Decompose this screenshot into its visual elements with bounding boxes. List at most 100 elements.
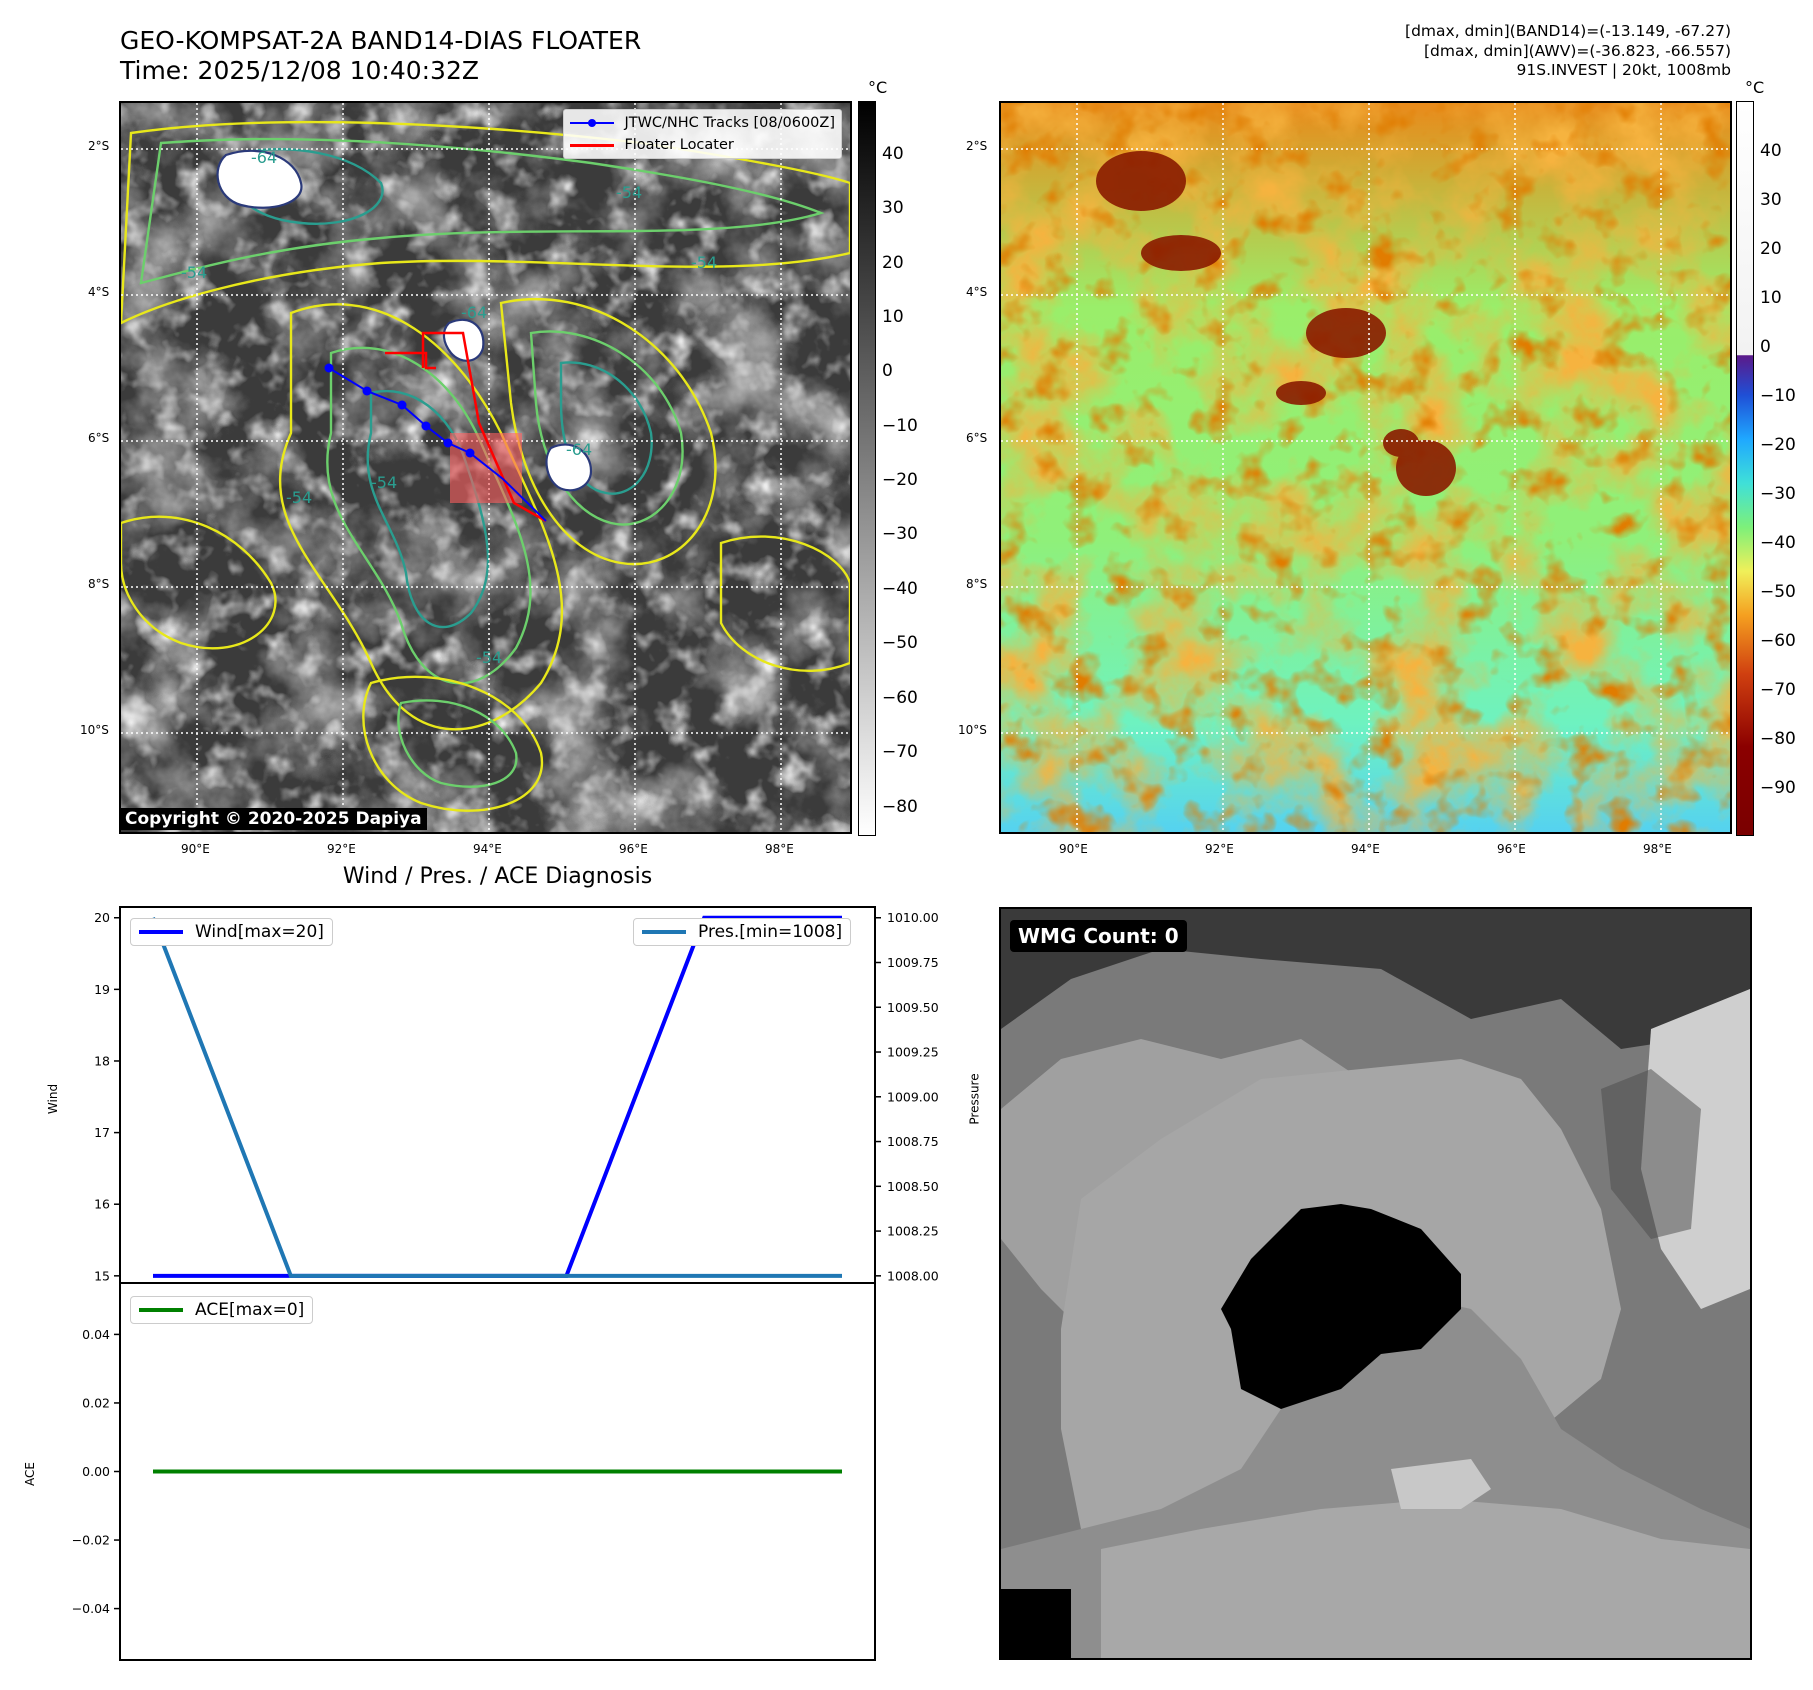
lat-tick: 10°S — [958, 723, 987, 737]
cb-tick: −20 — [1760, 435, 1796, 455]
cb-tick: 0 — [882, 361, 893, 381]
lon-tick: 96°E — [1497, 842, 1526, 856]
pressure-tick-label: 1009.25 — [887, 1045, 939, 1060]
wind-axis-ticks: 20 19 18 17 16 15 — [94, 910, 120, 1283]
contour-label: -54 — [616, 183, 642, 202]
ir-map-image: -54 -64 -54 -54 -54 -64 -54 -64 -54 — [121, 103, 850, 832]
lat-tick: 10°S — [80, 723, 109, 737]
ace-legend-swatch — [139, 1308, 183, 1312]
pressure-axis-label: Pressure — [967, 1073, 982, 1125]
wind-series-line — [153, 915, 842, 1278]
cb-tick: −40 — [882, 579, 918, 599]
cb-tick: 40 — [882, 144, 904, 164]
pressure-tick-label: 1009.50 — [887, 1000, 939, 1015]
cb-tick: 10 — [1760, 288, 1782, 308]
contour-label: -54 — [691, 253, 717, 272]
cb-right-bar — [1736, 101, 1754, 836]
cb-tick: 30 — [882, 198, 904, 218]
stats-awv: [dmax, dmin](AWV)=(-36.823, -66.557) — [1424, 41, 1731, 60]
cb-tick: −50 — [1760, 582, 1796, 602]
wmg-panel — [999, 907, 1752, 1660]
lat-tick: 6°S — [88, 431, 110, 445]
cb-tick: 0 — [1760, 337, 1771, 357]
lon-tick: 92°E — [1205, 842, 1234, 856]
pressure-legend-swatch — [642, 930, 686, 934]
lat-tick: 4°S — [88, 285, 110, 299]
pressure-legend-label: Pres.[min=1008] — [698, 922, 843, 942]
lat-tick: 2°S — [966, 139, 988, 153]
wind-legend: Wind[max=20] — [130, 918, 333, 946]
lon-tick: 98°E — [1643, 842, 1672, 856]
lat-tick: 4°S — [966, 285, 988, 299]
lon-tick: 90°E — [181, 842, 210, 856]
wind-pres-axes — [119, 906, 876, 1284]
lon-tick: 90°E — [1059, 842, 1088, 856]
ace-axis-ticks: 0.04 0.02 0.00 −0.02 −0.04 — [72, 1327, 120, 1616]
cb-tick: −30 — [1760, 484, 1796, 504]
wind-tick-label: 20 — [94, 910, 110, 925]
cb-tick: −90 — [1760, 778, 1796, 798]
figure-title: GEO-KOMPSAT-2A BAND14-DIAS FLOATER Time:… — [120, 26, 641, 86]
ace-tick-label: 0.00 — [82, 1464, 110, 1479]
contour-label: -64 — [251, 148, 277, 167]
ir-map-panel: -54 -64 -54 -54 -54 -64 -54 -64 -54 JTWC… — [119, 101, 852, 834]
lon-tick: 98°E — [765, 842, 794, 856]
wind-tick-label: 19 — [94, 982, 110, 997]
cb-tick: 40 — [1760, 141, 1782, 161]
title-line-2: Time: 2025/12/08 10:40:32Z — [120, 56, 479, 85]
title-line-1: GEO-KOMPSAT-2A BAND14-DIAS FLOATER — [120, 26, 642, 55]
contour-label: -54 — [476, 648, 502, 667]
cb-tick: −50 — [882, 633, 918, 653]
track-legend-swatch — [570, 119, 615, 127]
stats-storm: 91S.INVEST | 20kt, 1008mb — [1516, 61, 1731, 79]
stats-band14: [dmax, dmin](BAND14)=(-13.149, -67.27) — [1405, 22, 1731, 40]
wmg-count-badge: WMG Count: 0 — [1010, 920, 1187, 952]
cb-tick: 30 — [1760, 190, 1782, 210]
ace-tick-label: −0.04 — [72, 1601, 110, 1616]
pressure-tick-label: 1009.75 — [887, 955, 939, 970]
cb-left-unit: °C — [868, 78, 888, 97]
pressure-tick-label: 1008.75 — [887, 1134, 939, 1149]
cb-tick: −80 — [1760, 729, 1796, 749]
cb-tick: −10 — [1760, 386, 1796, 406]
cb-tick: −70 — [1760, 680, 1796, 700]
diagnosis-title: Wind / Pres. / ACE Diagnosis — [342, 864, 653, 889]
cb-tick: −30 — [882, 524, 918, 544]
cb-tick: −80 — [882, 797, 918, 817]
cb-tick: 20 — [882, 253, 904, 273]
cb-tick: −70 — [882, 742, 918, 762]
cb-right-unit: °C — [1745, 78, 1765, 97]
wind-legend-swatch — [139, 930, 183, 934]
pressure-series-line — [151, 917, 842, 1278]
floater-legend-swatch — [570, 143, 615, 147]
lat-tick: 6°S — [966, 431, 988, 445]
lat-tick: 8°S — [966, 577, 988, 591]
pressure-tick-label: 1009.00 — [887, 1089, 939, 1104]
ace-tick-label: −0.02 — [72, 1533, 110, 1548]
ace-tick-label: 0.04 — [82, 1327, 110, 1342]
ace-tick-label: 0.02 — [82, 1395, 110, 1410]
pressure-tick-label: 1008.00 — [887, 1268, 939, 1283]
legend-track-label: JTWC/NHC Tracks [08/0600Z] — [624, 115, 835, 131]
pressure-tick-label: 1008.25 — [887, 1224, 939, 1239]
ace-axis-label: ACE — [22, 1462, 37, 1486]
enhanced-map-image — [1001, 103, 1730, 832]
enhanced-map-panel — [999, 101, 1732, 834]
ace-legend: ACE[max=0] — [130, 1296, 314, 1324]
cb-tick: −10 — [882, 416, 918, 436]
contour-label: -54 — [371, 473, 397, 492]
lon-tick: 94°E — [473, 842, 502, 856]
wind-tick-label: 15 — [94, 1268, 110, 1283]
cb-tick: −40 — [1760, 533, 1796, 553]
cb-left-bar — [858, 101, 876, 836]
legend-floater-label: Floater Locater — [624, 137, 734, 153]
cb-tick: −60 — [1760, 631, 1796, 651]
contour-label: -54 — [286, 488, 312, 507]
pressure-legend: Pres.[min=1008] — [633, 918, 852, 946]
contour-label: -64 — [461, 303, 487, 322]
wind-tick-label: 18 — [94, 1053, 110, 1068]
cb-tick: 20 — [1760, 239, 1782, 259]
cb-tick: −20 — [882, 470, 918, 490]
pressure-axis-ticks: 1010.00 1009.75 1009.50 1009.25 1009.00 1008.… — [875, 910, 939, 1283]
